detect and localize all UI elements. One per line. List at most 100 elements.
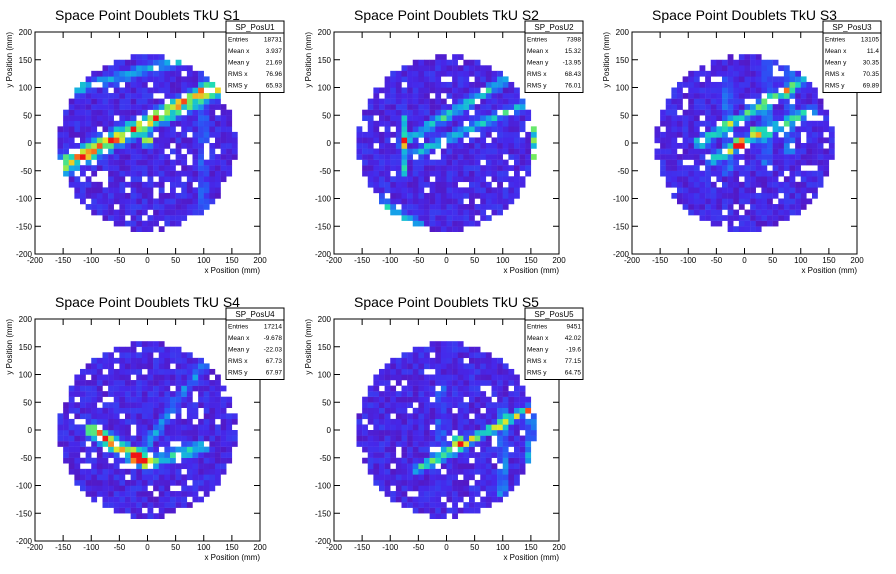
heatmap-bin: [130, 346, 137, 353]
heatmap-bin: [761, 170, 768, 177]
heatmap-bin: [418, 446, 425, 453]
heatmap-bin: [226, 413, 233, 420]
heatmap-bin: [435, 435, 442, 442]
heatmap-bin: [147, 413, 154, 420]
heatmap-bin: [497, 491, 503, 497]
heatmap-bin: [395, 463, 402, 470]
stats-row-value: 69.89: [863, 83, 880, 90]
heatmap-bin: [395, 120, 402, 127]
heatmap-bin: [688, 98, 695, 105]
heatmap-bin: [457, 115, 464, 121]
heatmap-bin: [485, 204, 492, 210]
heatmap-bin: [699, 198, 706, 205]
heatmap-bin: [141, 496, 148, 503]
heatmap-bin: [429, 491, 436, 497]
heatmap-bin: [429, 170, 436, 177]
heatmap-bin: [170, 65, 176, 72]
heatmap-bin: [113, 131, 120, 138]
heatmap-bin: [474, 109, 481, 116]
heatmap-bin: [474, 463, 481, 470]
heatmap-bin: [705, 93, 711, 99]
heatmap-bin: [693, 170, 700, 177]
heatmap-bin: [508, 154, 515, 160]
heatmap-bin: [452, 357, 458, 364]
heatmap-bin: [440, 513, 447, 519]
heatmap-bin: [147, 226, 154, 232]
heatmap-bin: [395, 93, 402, 99]
heatmap-bin: [699, 176, 706, 183]
heatmap-bin: [783, 109, 790, 116]
heatmap-bin: [170, 87, 176, 94]
heatmap-bin: [738, 181, 745, 188]
heatmap-bin: [170, 496, 176, 503]
heatmap-bin: [141, 418, 148, 425]
heatmap-bin: [716, 187, 723, 194]
heatmap-bin: [778, 148, 785, 155]
heatmap-bin: [469, 491, 475, 497]
stats-row-label: Entries: [228, 37, 249, 44]
heatmap-bin: [220, 165, 227, 171]
heatmap-bin: [373, 457, 380, 464]
heatmap-bin: [440, 131, 447, 138]
heatmap-bin: [136, 170, 143, 177]
heatmap-bin: [367, 176, 374, 183]
heatmap-bin: [463, 192, 470, 199]
heatmap-bin: [147, 154, 154, 160]
heatmap-bin: [508, 407, 515, 414]
heatmap-bin: [469, 154, 475, 160]
heatmap-bin: [395, 87, 402, 94]
heatmap-bin: [74, 391, 81, 397]
heatmap-bin: [119, 474, 126, 481]
heatmap-bin: [379, 368, 385, 375]
heatmap-bin: [141, 407, 148, 414]
heatmap-bin: [186, 76, 193, 83]
heatmap-bin: [63, 407, 69, 414]
heatmap-bin: [220, 176, 227, 183]
heatmap-bin: [446, 374, 453, 381]
heatmap-bin: [356, 131, 363, 138]
heatmap-bin: [446, 126, 453, 133]
heatmap-bin: [457, 81, 464, 88]
heatmap-bin: [727, 137, 734, 144]
heatmap-bin: [440, 391, 447, 397]
heatmap-bin: [710, 115, 717, 121]
heatmap-bin: [412, 215, 419, 221]
heatmap-bin: [80, 435, 86, 442]
heatmap-bin: [367, 148, 374, 155]
heatmap-bin: [373, 137, 380, 144]
heatmap-bin: [485, 109, 492, 116]
heatmap-bin: [141, 148, 148, 155]
heatmap-bin: [435, 479, 442, 486]
heatmap-bin: [147, 418, 154, 425]
heatmap-bin: [474, 120, 481, 127]
heatmap-bin: [102, 204, 109, 210]
heatmap-bin: [153, 468, 159, 475]
heatmap-bin: [141, 352, 148, 359]
heatmap-bin: [744, 59, 751, 66]
heatmap-bin: [688, 81, 695, 88]
heatmap-bin: [141, 109, 148, 116]
heatmap-bin: [424, 496, 430, 503]
heatmap-bin: [693, 209, 700, 216]
heatmap-bin: [789, 70, 796, 77]
heatmap-bin: [130, 457, 137, 464]
heatmap-bin: [373, 187, 380, 194]
heatmap-bin: [384, 137, 391, 144]
heatmap-bin: [96, 441, 103, 447]
heatmap-bin: [226, 396, 233, 403]
heatmap-bin: [435, 93, 442, 99]
heatmap-bin: [750, 109, 756, 116]
heatmap-bin: [175, 435, 182, 442]
heatmap-bin: [181, 187, 188, 194]
heatmap-bin: [85, 485, 92, 492]
heatmap-bin: [215, 192, 221, 199]
heatmap-bin: [429, 346, 436, 353]
heatmap-bin: [379, 418, 385, 425]
heatmap-bin: [722, 181, 728, 188]
heatmap-bin: [175, 104, 182, 110]
heatmap-bin: [514, 418, 520, 425]
heatmap-bin: [469, 430, 475, 436]
heatmap-bin: [215, 463, 221, 470]
heatmap-bin: [457, 479, 464, 486]
heatmap-bin: [379, 452, 385, 458]
